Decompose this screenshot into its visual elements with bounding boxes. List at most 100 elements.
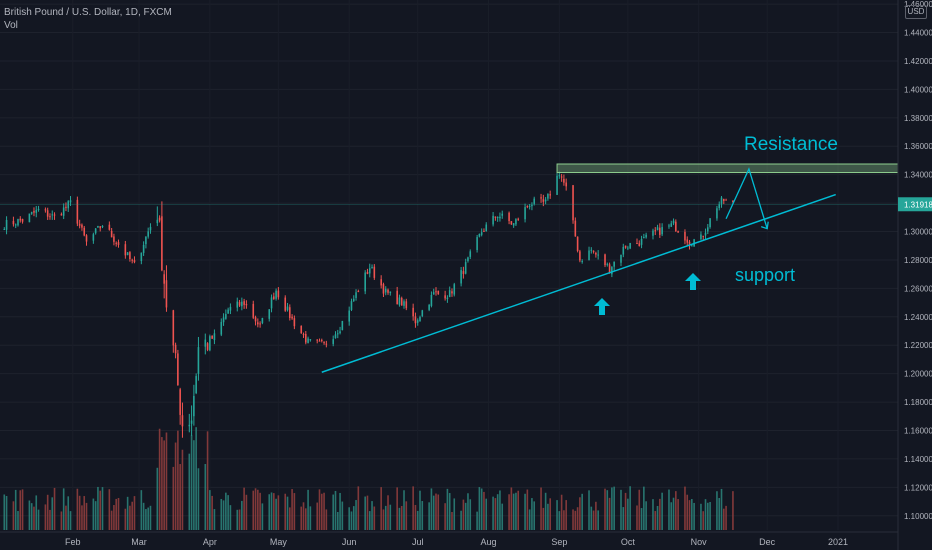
volume-bar: [33, 506, 35, 530]
candle: [355, 292, 357, 298]
candle: [131, 259, 133, 261]
volume-bar: [544, 492, 547, 530]
volume-bar: [707, 502, 709, 530]
candle: [629, 243, 631, 249]
volume-bar: [453, 498, 456, 530]
volume-bar: [480, 488, 483, 530]
projection-path[interactable]: [725, 167, 768, 229]
volume-bar: [142, 502, 145, 530]
candle: [156, 219, 159, 224]
volume-bar: [108, 489, 111, 530]
volume-bar: [147, 507, 149, 530]
volume-bar: [722, 508, 725, 530]
volume-bar: [17, 511, 19, 530]
candle: [382, 284, 385, 294]
volume-bar: [483, 491, 485, 530]
candle: [597, 254, 599, 256]
volume-bar: [14, 489, 17, 530]
candle: [592, 250, 595, 252]
candle: [515, 219, 517, 225]
candle: [225, 314, 227, 319]
volume-bar: [638, 489, 641, 530]
time-tick-label: 2021: [828, 537, 848, 547]
candle: [412, 307, 414, 317]
volume-bar: [405, 501, 408, 530]
volume-bar: [227, 495, 229, 530]
candle: [531, 204, 533, 207]
currency-button[interactable]: USD: [905, 5, 927, 19]
volume-bar: [357, 486, 360, 530]
grid: [0, 3, 898, 517]
time-tick-label: Apr: [203, 537, 217, 547]
candle: [193, 395, 195, 417]
volume-bar: [145, 509, 147, 530]
volume-bar: [99, 490, 102, 530]
candle: [165, 280, 168, 308]
volume-bar: [494, 498, 497, 530]
volume-bar: [640, 508, 643, 530]
volume-bar: [289, 507, 291, 530]
volume-bar: [323, 492, 325, 530]
candle: [142, 244, 145, 253]
symbol-title[interactable]: British Pound / U.S. Dollar, 1D, FXCM: [4, 7, 172, 18]
volume-bar: [684, 486, 686, 530]
volume-bar: [229, 505, 232, 530]
volume-bar: [492, 496, 494, 530]
candle: [654, 230, 657, 232]
candle: [453, 284, 456, 295]
volume-bar: [611, 487, 613, 530]
candle: [533, 198, 536, 204]
candle: [97, 225, 99, 228]
volume-bar: [478, 487, 481, 530]
volume-bar: [236, 509, 239, 530]
volume-bar: [195, 427, 197, 530]
volume-bar: [542, 507, 545, 530]
candle: [499, 216, 501, 219]
candle: [366, 271, 369, 275]
volume-bar: [533, 501, 536, 530]
candle: [512, 223, 515, 226]
candle: [688, 241, 691, 246]
candle: [133, 260, 136, 263]
candle: [373, 266, 376, 278]
candle: [323, 342, 325, 344]
candle: [227, 309, 229, 314]
volume-bar: [460, 510, 462, 530]
volume-bar: [432, 495, 435, 530]
candle: [414, 316, 417, 324]
candle: [469, 251, 472, 257]
candle: [270, 297, 273, 309]
volume-bars: [3, 427, 734, 530]
volume-bar: [364, 496, 366, 530]
volume-bar: [670, 502, 673, 530]
candle: [476, 237, 478, 250]
volume-bar: [174, 442, 177, 530]
volume-bar: [558, 511, 561, 530]
candle: [304, 333, 307, 343]
volume-bar: [101, 487, 104, 530]
volume-bar: [524, 493, 526, 530]
candle: [339, 331, 341, 334]
candle: [78, 223, 81, 226]
volume-bar: [220, 498, 223, 530]
candle: [595, 253, 597, 255]
candle: [640, 238, 643, 245]
candle: [670, 223, 673, 227]
volume-bar: [451, 511, 453, 530]
candle: [28, 213, 31, 223]
candle: [334, 334, 337, 339]
candle: [316, 339, 319, 341]
support-trendline[interactable]: [321, 193, 836, 373]
volume-bar: [629, 486, 631, 530]
volume-bar: [304, 508, 307, 530]
candle: [480, 232, 483, 235]
volume-bar: [565, 500, 567, 530]
volume-bar: [485, 498, 488, 530]
volume-bar: [652, 499, 654, 530]
volume-bar: [181, 449, 184, 530]
candle: [17, 219, 19, 226]
candle: [624, 245, 627, 248]
volume-bar: [627, 498, 629, 530]
